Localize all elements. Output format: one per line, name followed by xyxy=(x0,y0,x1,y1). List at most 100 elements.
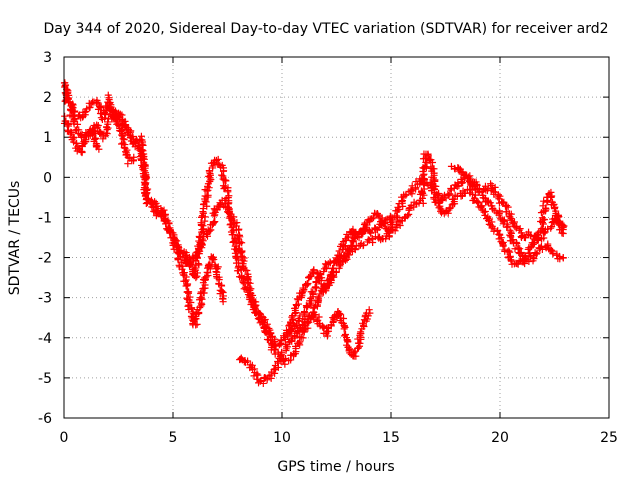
data-point xyxy=(537,242,545,250)
data-point xyxy=(394,203,402,211)
data-point xyxy=(72,140,80,148)
data-point xyxy=(192,257,200,265)
data-point xyxy=(196,233,204,241)
data-point xyxy=(459,170,467,178)
data-point xyxy=(514,260,522,268)
data-point xyxy=(177,258,185,266)
y-tick-label: -6 xyxy=(38,411,52,427)
data-point xyxy=(242,286,250,294)
data-point xyxy=(327,279,335,287)
data-point xyxy=(303,281,311,289)
data-point xyxy=(450,195,458,203)
data-point xyxy=(252,301,260,309)
data-point xyxy=(205,184,213,192)
data-point xyxy=(486,199,494,207)
x-tick-label: 15 xyxy=(382,430,400,446)
data-point xyxy=(371,224,379,232)
data-point xyxy=(78,149,86,157)
data-point xyxy=(419,199,427,207)
data-point xyxy=(349,238,357,246)
data-point xyxy=(161,217,169,225)
data-point xyxy=(521,252,529,260)
data-point xyxy=(82,129,90,137)
data-point xyxy=(387,213,395,221)
data-point xyxy=(197,288,205,296)
data-point xyxy=(61,97,69,105)
data-point xyxy=(110,108,118,116)
data-point xyxy=(457,178,465,186)
data-point xyxy=(73,126,81,134)
data-point xyxy=(90,135,98,143)
data-point xyxy=(378,214,386,222)
data-point xyxy=(511,222,519,230)
y-axis-label: SDTVAR / TECUs xyxy=(7,181,23,296)
data-point xyxy=(341,243,349,251)
data-point xyxy=(292,301,300,309)
data-point xyxy=(468,190,476,198)
data-point xyxy=(365,306,373,314)
data-point xyxy=(159,212,167,220)
data-point xyxy=(297,333,305,341)
data-point xyxy=(244,357,252,365)
data-point xyxy=(341,323,349,331)
data-point xyxy=(344,233,352,241)
x-axis-label: GPS time / hours xyxy=(277,459,394,475)
data-point xyxy=(303,317,311,325)
data-point xyxy=(196,247,204,255)
data-point xyxy=(363,219,371,227)
data-point xyxy=(278,348,286,356)
y-tick-label: 1 xyxy=(43,130,52,146)
data-point xyxy=(222,176,230,184)
data-point xyxy=(94,99,102,107)
data-point xyxy=(95,145,103,153)
series-trace-9 xyxy=(447,162,568,245)
data-point xyxy=(467,175,475,183)
data-point xyxy=(185,253,193,261)
data-point xyxy=(288,337,296,345)
data-point xyxy=(472,191,480,199)
data-point xyxy=(359,225,367,233)
data-point xyxy=(513,240,521,248)
data-point xyxy=(516,225,524,233)
data-point xyxy=(193,320,201,328)
data-point xyxy=(386,212,394,220)
data-point xyxy=(329,264,337,272)
data-point xyxy=(206,170,214,178)
data-point xyxy=(407,188,415,196)
data-point xyxy=(459,179,467,187)
data-point xyxy=(259,379,267,387)
data-point xyxy=(531,232,539,240)
data-point xyxy=(256,309,264,317)
data-point xyxy=(420,181,428,189)
data-point xyxy=(291,333,299,341)
data-point xyxy=(347,241,355,249)
y-tick-label: -5 xyxy=(38,371,52,387)
data-point xyxy=(329,314,337,322)
data-point xyxy=(199,285,207,293)
data-point xyxy=(137,155,145,163)
data-point xyxy=(248,296,256,304)
data-point xyxy=(494,227,502,235)
data-point xyxy=(166,227,174,235)
data-point xyxy=(257,310,265,318)
data-point xyxy=(542,205,550,213)
data-point xyxy=(249,306,257,314)
data-point xyxy=(421,163,429,171)
data-point xyxy=(359,319,367,327)
data-point xyxy=(281,341,289,349)
y-tick-label: -1 xyxy=(38,210,52,226)
data-point xyxy=(555,213,563,221)
x-tick-label: 20 xyxy=(491,430,509,446)
data-point xyxy=(399,197,407,205)
data-point xyxy=(86,103,94,111)
series-trace-8 xyxy=(426,178,567,268)
data-point xyxy=(86,131,94,139)
data-point xyxy=(527,232,535,240)
data-point xyxy=(302,302,310,310)
data-point xyxy=(547,193,555,201)
x-tick-label: 10 xyxy=(273,430,291,446)
data-point xyxy=(544,242,552,250)
data-point xyxy=(230,238,238,246)
data-point xyxy=(505,212,513,220)
